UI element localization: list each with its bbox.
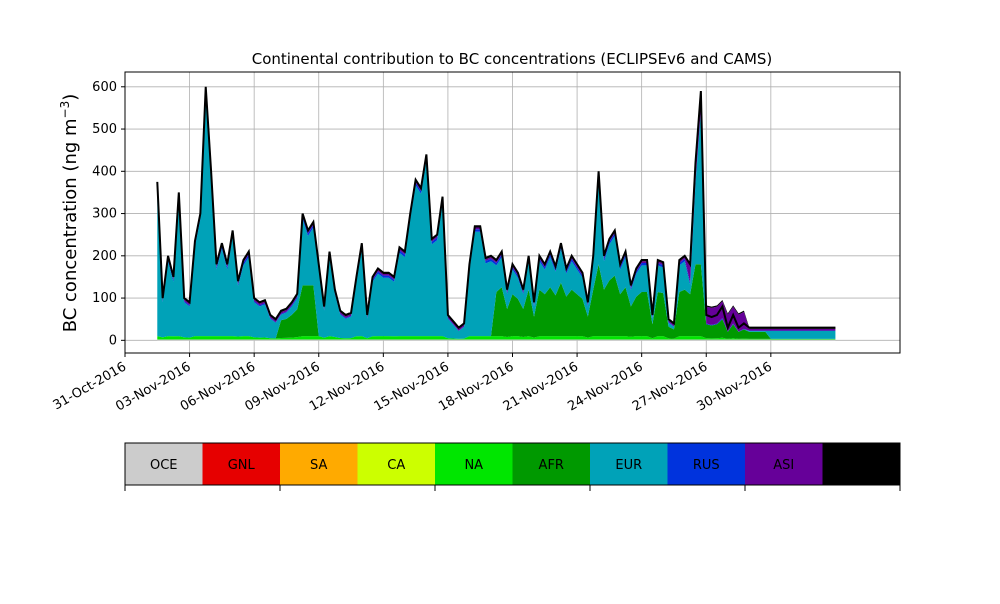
legend-swatch-sa [280,443,358,485]
legend-label-gnl: GNL [228,458,256,473]
legend-label-sa: SA [310,458,327,473]
legend-label-na: NA [464,458,483,473]
legend-swatch-na [435,443,513,485]
y-tick-label: 0 [109,333,117,348]
legend-label-eur: EUR [615,458,642,473]
legend-swatch-aus [822,443,900,485]
stacked-areas [156,86,836,341]
y-axis-label-sup: −3 [58,101,72,119]
x-axis: 31-Oct-201603-Nov-201606-Nov-201609-Nov-… [51,353,775,414]
y-tick-label: 400 [92,164,117,179]
area-eur [157,92,836,339]
y-tick-label: 100 [92,291,117,306]
legend-label-aus: AUS [848,458,875,473]
legend-label-rus: RUS [693,458,720,473]
legend-swatch-oce [125,443,203,485]
chart-title: Continental contribution to BC concentra… [252,50,773,68]
legend-label-asi: ASI [773,458,794,473]
y-tick-label: 600 [92,80,117,95]
y-tick-label: 500 [92,122,117,137]
y-axis-label-main: BC concentration (ng m [60,118,81,332]
legend-swatch-asi [745,443,823,485]
y-axis-label: BC concentration (ng m−3) [58,94,81,333]
legend-swatch-eur [590,443,668,485]
legend-swatch-afr [512,443,590,485]
legend-colorbar: OCE GNL SA CA NA AFR EUR RUS ASI AUS [124,442,901,491]
legend-label-ca: CA [387,458,405,473]
legend-label-afr: AFR [539,458,564,473]
total-outline [156,86,836,331]
y-tick-label: 300 [92,207,117,222]
area-oce [157,339,836,341]
legend-frame [124,442,901,486]
legend-label-oce: OCE [150,458,178,473]
area-afr [157,264,836,339]
y-axis-label-close: ) [60,94,81,101]
y-tick-label: 200 [92,249,117,264]
legend-swatch-ca [357,443,435,485]
legend-swatch-gnl [202,443,280,485]
y-axis: 0 100 200 300 400 500 600 [92,80,125,348]
area-na [157,336,836,340]
legend-swatch-rus [667,443,745,485]
